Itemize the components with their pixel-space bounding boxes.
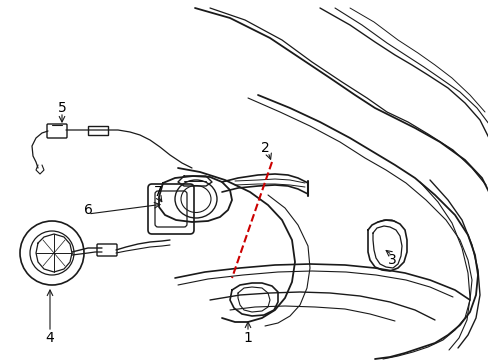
Text: 4: 4 xyxy=(45,331,54,345)
Text: 2: 2 xyxy=(260,141,269,155)
Text: 1: 1 xyxy=(243,331,252,345)
Text: 3: 3 xyxy=(387,253,396,267)
Text: 7: 7 xyxy=(153,185,162,199)
Text: 6: 6 xyxy=(83,203,92,217)
Text: 5: 5 xyxy=(58,101,66,115)
